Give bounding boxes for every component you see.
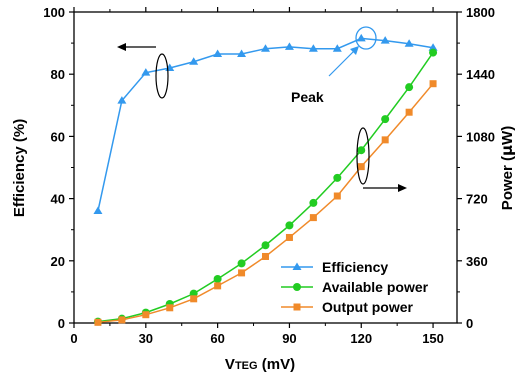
left-y-tick-label: 0: [58, 316, 65, 331]
left-y-axis-title: Efficiency (%): [11, 119, 28, 217]
efficiency-point: [117, 96, 127, 104]
x-tick-label: 60: [210, 331, 224, 346]
efficiency-point: [213, 49, 223, 57]
efficiency-point: [284, 42, 294, 50]
peak-annotation: Peak: [291, 26, 377, 105]
output-power-point: [214, 282, 222, 290]
legend-output-label: Output power: [322, 299, 414, 315]
series-layer: [93, 33, 438, 326]
available-power-point: [381, 115, 390, 124]
legend-available-marker: [293, 283, 301, 291]
left-y-tick-label: 60: [51, 129, 65, 144]
legend-efficiency-label: Efficiency: [322, 259, 388, 275]
x-axis-title: VTEG (mV): [225, 356, 295, 373]
x-tick-label: 30: [139, 331, 153, 346]
output-power-point: [405, 108, 413, 116]
right-arrow-head: [398, 184, 407, 192]
efficiency-point: [237, 49, 247, 57]
legend-item-efficiency: Efficiency: [281, 259, 388, 275]
efficiency-point: [141, 68, 151, 76]
right-y-tick-label: 1440: [466, 67, 495, 82]
efficiency-point: [404, 39, 414, 47]
legend-item-output-power: Output power: [281, 299, 414, 315]
legend-efficiency-marker: [292, 262, 302, 270]
output-power-point: [262, 252, 269, 260]
right-y-tick-label: 360: [466, 254, 488, 269]
output-power-point: [333, 192, 341, 200]
available-power-point: [285, 221, 294, 230]
x-axis-title-unit: (mV): [258, 356, 296, 373]
x-tick-label: 120: [350, 331, 372, 346]
available-power-point: [213, 274, 222, 283]
output-power-point: [190, 295, 198, 303]
right-y-tick-label: 720: [466, 192, 488, 207]
output-power-point: [118, 316, 126, 324]
x-axis-ticks: 0 30 60 90 120 150: [70, 7, 444, 346]
left-y-tick-label: 80: [51, 67, 65, 82]
right-y-axis-title-suffix: W): [499, 126, 516, 145]
available-power-point: [429, 48, 438, 57]
left-y-tick-label: 100: [43, 5, 65, 20]
efficiency-point: [332, 44, 342, 52]
power-ellipse: [356, 127, 370, 185]
right-y-axis-title-mu: μ: [498, 145, 516, 156]
available-power-point: [357, 146, 366, 155]
right-y-axis-title-prefix: Power (: [499, 156, 516, 210]
legend-output-marker: [293, 303, 301, 311]
efficiency-series-line: [97, 37, 434, 212]
available-power-point: [237, 259, 246, 268]
right-y-tick-label: 1080: [466, 129, 495, 144]
legend-item-available-power: Available power: [281, 279, 429, 295]
efficiency-point: [308, 44, 318, 52]
x-tick-label: 150: [422, 331, 444, 346]
legend: Efficiency Available power Output power: [281, 259, 429, 315]
x-axis-title-sub: TEG: [235, 360, 258, 372]
available-power-point: [309, 198, 318, 207]
output-power-point: [285, 233, 293, 241]
efficiency-point: [93, 206, 103, 215]
peak-ellipse: [355, 26, 377, 50]
right-y-tick-label: 1800: [466, 5, 495, 20]
output-power-point: [309, 214, 317, 222]
efficiency-point: [428, 43, 438, 51]
efficiency-axis-annotation: [117, 43, 169, 99]
efficiency-point: [189, 57, 199, 65]
available-power-point: [405, 83, 414, 92]
available-power-point: [261, 241, 270, 250]
efficiency-point: [380, 36, 390, 44]
output-power-point: [357, 163, 365, 171]
peak-arrow-head: [350, 46, 359, 55]
efficiency-ellipse: [155, 53, 169, 99]
output-power-point: [142, 311, 150, 319]
x-axis-title-main: V: [225, 356, 235, 373]
output-power-point: [94, 318, 102, 326]
plot-frame: [73, 11, 458, 324]
right-y-axis-ticks: 0 360 720 1080 1440 1800: [457, 5, 495, 331]
output-power-point: [166, 304, 174, 312]
output-power-point: [238, 269, 246, 277]
output-power-point: [381, 136, 389, 144]
x-tick-label: 90: [282, 331, 296, 346]
power-axis-annotation: [356, 127, 407, 192]
left-y-tick-label: 20: [51, 254, 65, 269]
peak-label: Peak: [291, 89, 324, 105]
efficiency-point: [356, 33, 366, 42]
peak-arrow-line: [328, 49, 356, 77]
left-arrow-head: [117, 43, 126, 51]
right-y-axis-title: Power (μW): [498, 126, 516, 210]
available-power-point: [333, 173, 342, 182]
right-y-tick-label: 0: [466, 316, 473, 331]
efficiency-point: [261, 44, 270, 52]
legend-available-label: Available power: [322, 279, 429, 295]
x-tick-label: 0: [70, 331, 77, 346]
left-y-axis-ticks: 0 20 40 60 80 100: [43, 5, 74, 331]
output-power-point: [429, 80, 437, 88]
left-y-tick-label: 40: [51, 192, 65, 207]
